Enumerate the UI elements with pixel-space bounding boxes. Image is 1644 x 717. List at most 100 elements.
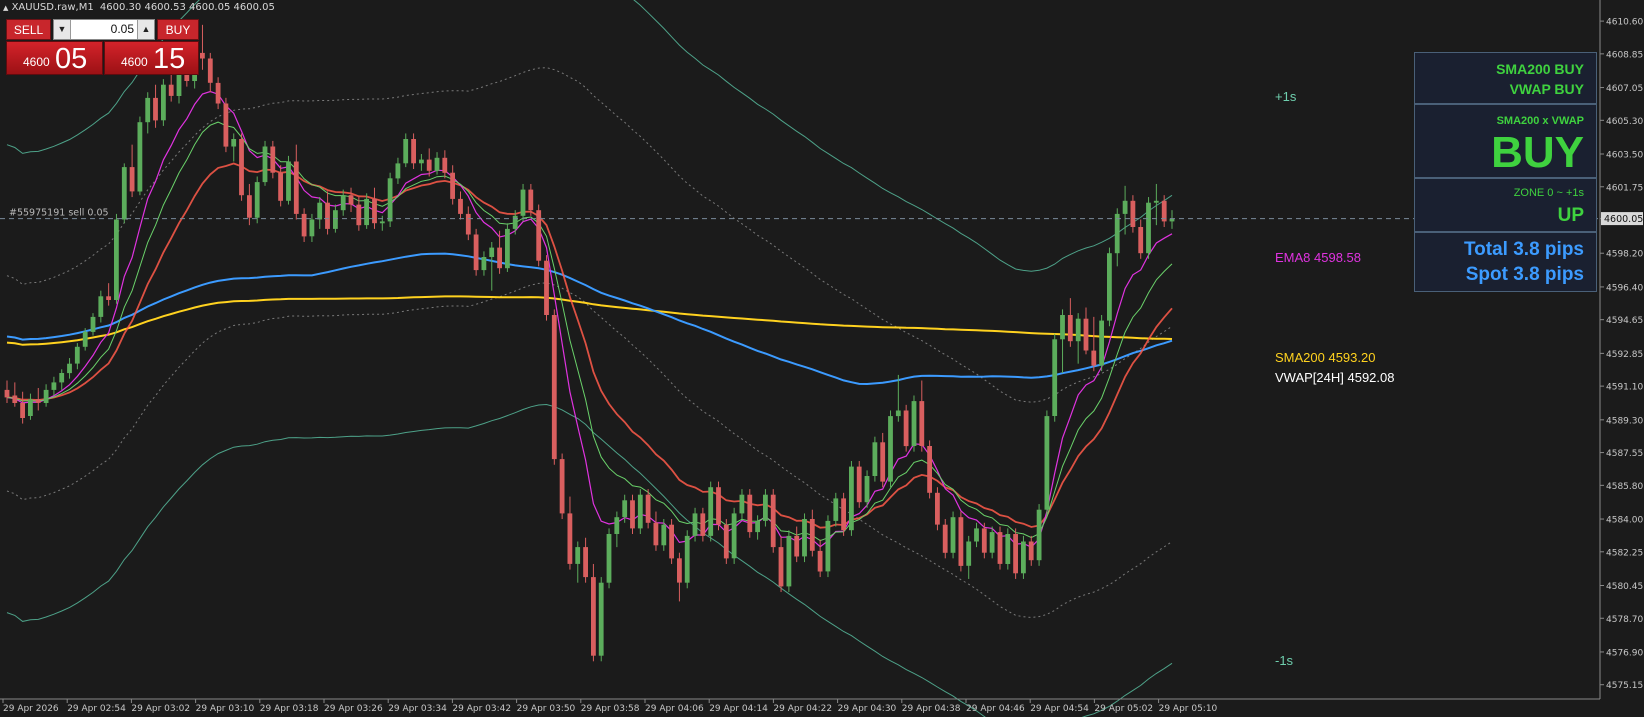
candle-body bbox=[684, 535, 690, 583]
candle-body bbox=[825, 520, 831, 572]
candle-body bbox=[1122, 200, 1128, 214]
ema8-line bbox=[6, 90, 1173, 548]
candle-body bbox=[74, 346, 80, 364]
order-line-group[interactable]: #55975191 sell 0.05 bbox=[0, 208, 1600, 220]
time-axis[interactable]: 29 Apr 2026 29 Apr 02:54 29 Apr 03:02 29 Ap… bbox=[2, 699, 1218, 714]
time-tick-label: 29 Apr 03:50 bbox=[517, 704, 576, 714]
candle-body bbox=[559, 459, 565, 514]
candle-body bbox=[551, 315, 557, 460]
candle-body bbox=[1161, 200, 1167, 222]
buy-price-button[interactable]: 4600 15 bbox=[104, 41, 199, 75]
candle-body bbox=[1021, 541, 1026, 574]
ema21-line bbox=[6, 162, 1173, 529]
sell-price-button[interactable]: 4600 05 bbox=[6, 41, 103, 75]
cross-label: SMA200 x VWAP bbox=[1496, 115, 1584, 127]
candle-body bbox=[1060, 315, 1065, 340]
candle-body bbox=[630, 500, 635, 529]
candle-body bbox=[153, 97, 158, 121]
candle-body bbox=[434, 157, 440, 171]
candle-body bbox=[833, 498, 839, 521]
price-tick-label: 4584.00 bbox=[1606, 516, 1643, 526]
candle-body bbox=[1036, 509, 1042, 561]
price-tick-label: 4578.70 bbox=[1606, 615, 1643, 625]
candle-body bbox=[583, 547, 588, 578]
time-tick-label: 29 Apr 05:02 bbox=[1094, 704, 1153, 714]
band-plus-half bbox=[6, 67, 1173, 403]
candle-body bbox=[536, 210, 542, 261]
deviation-bands bbox=[6, 0, 1173, 717]
price-tick-label: 4589.30 bbox=[1606, 416, 1643, 426]
candle-body bbox=[1067, 315, 1073, 342]
candle-body bbox=[1146, 202, 1151, 254]
candle-body bbox=[200, 52, 205, 59]
candle-body bbox=[942, 524, 948, 553]
candle-body bbox=[20, 403, 25, 418]
candle-body bbox=[997, 532, 1003, 564]
sma200-label: SMA200 4593.20 bbox=[1275, 350, 1375, 365]
triangle-down-icon[interactable]: ▼ bbox=[54, 20, 71, 39]
time-tick-label: 29 Apr 02:54 bbox=[67, 704, 126, 714]
time-tick-label: 29 Apr 03:18 bbox=[260, 704, 319, 714]
candle-body bbox=[645, 494, 651, 523]
candle-body bbox=[481, 257, 487, 271]
total-pips: Total 3.8 pips bbox=[1463, 239, 1584, 260]
candle-body bbox=[168, 84, 174, 96]
price-axis[interactable]: 4610.60 4608.85 4607.05 4605.30 4603.50 4601.… bbox=[1600, 18, 1643, 692]
candle-body bbox=[497, 247, 502, 269]
price-tick-label: 4585.80 bbox=[1606, 482, 1643, 492]
candle-body bbox=[606, 534, 612, 583]
candle-body bbox=[763, 494, 768, 521]
candle-body bbox=[1028, 541, 1034, 561]
candle-body bbox=[395, 163, 401, 179]
candle-body bbox=[1013, 534, 1018, 574]
triangle-up-icon[interactable]: ▲ bbox=[137, 20, 154, 39]
collapse-arrow-icon[interactable]: ▲ bbox=[3, 4, 9, 12]
candle-body bbox=[935, 492, 940, 525]
candle-body bbox=[512, 215, 518, 229]
time-tick-label: 29 Apr 04:38 bbox=[902, 704, 961, 714]
candle-body bbox=[1114, 213, 1120, 254]
candles bbox=[4, 24, 1175, 662]
candle-body bbox=[1052, 339, 1058, 416]
candle-body bbox=[106, 296, 111, 300]
lot-size-input[interactable]: ▼ 0.05 ▲ bbox=[53, 19, 155, 40]
minus1s-label: -1s bbox=[1275, 653, 1294, 668]
time-tick-label: 29 Apr 03:42 bbox=[452, 704, 511, 714]
candle-body bbox=[1169, 218, 1175, 222]
candle-body bbox=[411, 139, 416, 164]
candle-body bbox=[270, 146, 276, 173]
price-tick-label: 4601.75 bbox=[1606, 183, 1643, 193]
candle-body bbox=[12, 395, 18, 403]
price-tick-label: 4575.15 bbox=[1606, 681, 1643, 691]
lot-size-value[interactable]: 0.05 bbox=[110, 22, 134, 36]
buy-button[interactable]: BUY bbox=[157, 19, 199, 40]
candle-body bbox=[864, 476, 870, 503]
candle-body bbox=[591, 577, 596, 656]
sell-button[interactable]: SELL bbox=[6, 19, 51, 40]
candle-body bbox=[614, 517, 620, 534]
time-tick-label: 29 Apr 04:46 bbox=[966, 704, 1025, 714]
candle-body bbox=[622, 500, 628, 518]
candle-body bbox=[1099, 320, 1104, 366]
candle-body bbox=[426, 159, 432, 171]
candle-body bbox=[1044, 416, 1050, 510]
ask-price-pips: 15 bbox=[153, 43, 186, 75]
candle-body bbox=[981, 528, 987, 553]
candle-body bbox=[90, 316, 96, 332]
candle-body bbox=[598, 582, 604, 656]
candle-body bbox=[919, 401, 925, 446]
candle-body bbox=[450, 172, 455, 199]
candle-body bbox=[927, 446, 932, 493]
price-tick-label: 4580.45 bbox=[1606, 582, 1643, 592]
candle-body bbox=[67, 363, 72, 374]
candle-body bbox=[661, 524, 667, 546]
time-tick-label: 29 Apr 04:30 bbox=[838, 704, 897, 714]
candle-body bbox=[700, 513, 706, 536]
candle-body bbox=[215, 82, 221, 104]
candle-body bbox=[770, 494, 776, 548]
candle-body bbox=[286, 161, 291, 201]
pips-box: Total 3.8 pips Spot 3.8 pips bbox=[1414, 232, 1597, 292]
candle-body bbox=[1091, 350, 1097, 366]
